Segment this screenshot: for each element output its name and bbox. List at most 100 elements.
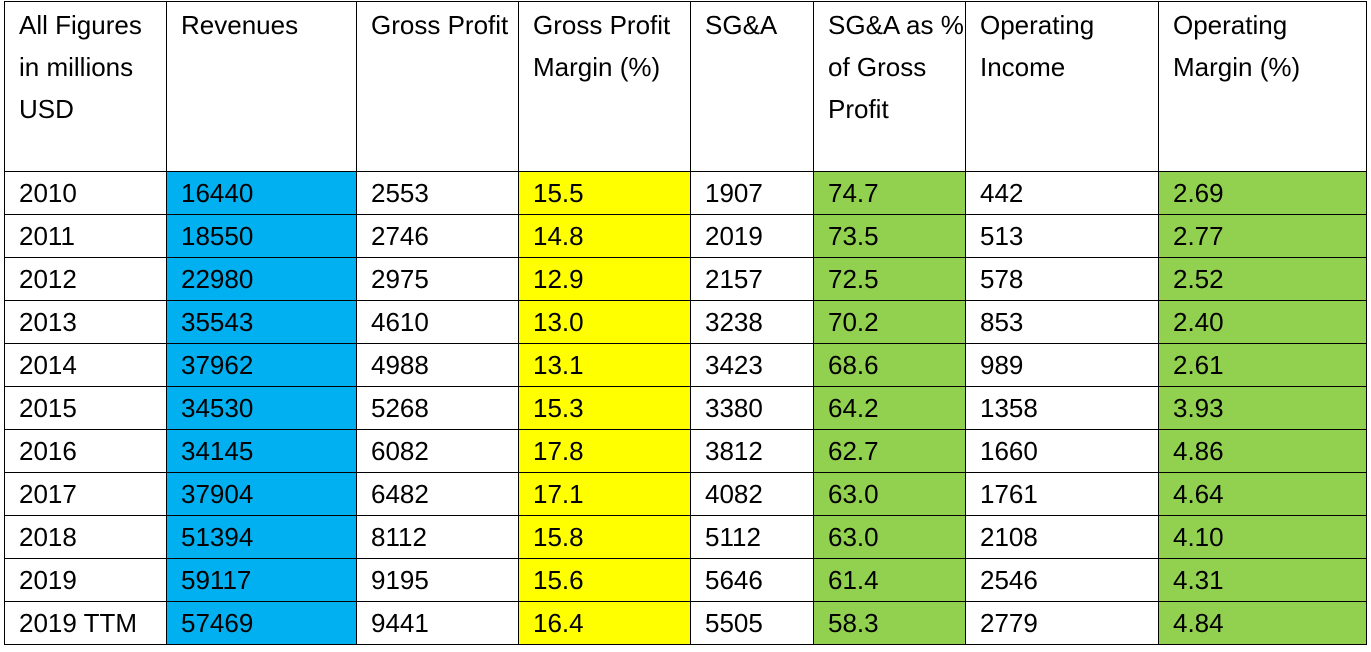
cell-gross-profit: 4610 [356,300,519,344]
cell-sga-pct-gross-profit: 63.0 [813,472,966,516]
cell-operating-margin: 4.84 [1158,601,1367,645]
cell-sga: 2157 [690,257,814,301]
cell-year: 2019 [4,558,167,602]
cell-operating-margin: 4.64 [1158,472,1367,516]
cell-gross-profit: 6482 [356,472,519,516]
cell-operating-income: 1761 [965,472,1159,516]
financial-table-body: All Figures in millions USD Revenues Gro… [4,1,1367,645]
table-row: 2017 37904 6482 17.1 4082 63.0 1761 4.64 [4,472,1367,516]
header-operating-income: Operating Income [965,1,1159,172]
cell-operating-margin: 2.61 [1158,343,1367,387]
cell-gross-profit-margin: 17.8 [518,429,691,473]
cell-sga: 4082 [690,472,814,516]
cell-sga-pct-gross-profit: 63.0 [813,515,966,559]
cell-sga: 2019 [690,214,814,258]
cell-revenues: 51394 [166,515,357,559]
cell-year: 2012 [4,257,167,301]
cell-revenues: 35543 [166,300,357,344]
table-row: 2012 22980 2975 12.9 2157 72.5 578 2.52 [4,257,1367,301]
cell-gross-profit-margin: 15.5 [518,171,691,215]
cell-operating-income: 578 [965,257,1159,301]
cell-gross-profit-margin: 15.3 [518,386,691,430]
cell-gross-profit: 2553 [356,171,519,215]
cell-sga-pct-gross-profit: 70.2 [813,300,966,344]
cell-sga: 3812 [690,429,814,473]
header-units: All Figures in millions USD [4,1,167,172]
cell-gross-profit-margin: 17.1 [518,472,691,516]
cell-year: 2010 [4,171,167,215]
cell-operating-income: 2108 [965,515,1159,559]
table-row: 2014 37962 4988 13.1 3423 68.6 989 2.61 [4,343,1367,387]
cell-operating-margin: 2.69 [1158,171,1367,215]
table-row: 2013 35543 4610 13.0 3238 70.2 853 2.40 [4,300,1367,344]
cell-gross-profit-margin: 14.8 [518,214,691,258]
cell-gross-profit: 8112 [356,515,519,559]
cell-sga-pct-gross-profit: 64.2 [813,386,966,430]
cell-operating-income: 513 [965,214,1159,258]
cell-revenues: 16440 [166,171,357,215]
cell-revenues: 34145 [166,429,357,473]
table-row: 2019 59117 9195 15.6 5646 61.4 2546 4.31 [4,558,1367,602]
cell-year: 2011 [4,214,167,258]
cell-operating-income: 1358 [965,386,1159,430]
cell-operating-income: 2546 [965,558,1159,602]
cell-operating-income: 2779 [965,601,1159,645]
cell-operating-margin: 2.40 [1158,300,1367,344]
cell-operating-margin: 2.77 [1158,214,1367,258]
table-row: 2011 18550 2746 14.8 2019 73.5 513 2.77 [4,214,1367,258]
cell-year: 2016 [4,429,167,473]
table-header-row: All Figures in millions USD Revenues Gro… [4,1,1367,172]
header-gross-profit: Gross Profit [356,1,519,172]
cell-sga-pct-gross-profit: 74.7 [813,171,966,215]
header-sga-pct-gross-profit: SG&A as % of Gross Profit [813,1,966,172]
header-operating-margin: Operating Margin (%) [1158,1,1367,172]
cell-sga: 3423 [690,343,814,387]
table-row: 2015 34530 5268 15.3 3380 64.2 1358 3.93 [4,386,1367,430]
cell-gross-profit-margin: 13.1 [518,343,691,387]
cell-sga-pct-gross-profit: 68.6 [813,343,966,387]
cell-gross-profit: 6082 [356,429,519,473]
cell-operating-income: 1660 [965,429,1159,473]
cell-operating-income: 442 [965,171,1159,215]
cell-gross-profit: 2746 [356,214,519,258]
cell-year: 2014 [4,343,167,387]
cell-year: 2013 [4,300,167,344]
cell-year: 2019 TTM [4,601,167,645]
cell-sga: 5646 [690,558,814,602]
cell-gross-profit: 4988 [356,343,519,387]
cell-operating-income: 853 [965,300,1159,344]
cell-sga-pct-gross-profit: 61.4 [813,558,966,602]
cell-gross-profit-margin: 13.0 [518,300,691,344]
cell-gross-profit-margin: 15.6 [518,558,691,602]
cell-sga: 5505 [690,601,814,645]
cell-gross-profit-margin: 16.4 [518,601,691,645]
cell-gross-profit: 9441 [356,601,519,645]
cell-sga: 3238 [690,300,814,344]
cell-sga: 1907 [690,171,814,215]
cell-operating-margin: 4.10 [1158,515,1367,559]
cell-gross-profit: 9195 [356,558,519,602]
cell-gross-profit-margin: 12.9 [518,257,691,301]
cell-operating-margin: 4.86 [1158,429,1367,473]
table-row: 2018 51394 8112 15.8 5112 63.0 2108 4.10 [4,515,1367,559]
cell-sga-pct-gross-profit: 62.7 [813,429,966,473]
table-row: 2016 34145 6082 17.8 3812 62.7 1660 4.86 [4,429,1367,473]
cell-operating-margin: 2.52 [1158,257,1367,301]
cell-revenues: 37904 [166,472,357,516]
cell-sga-pct-gross-profit: 73.5 [813,214,966,258]
cell-sga: 3380 [690,386,814,430]
cell-revenues: 34530 [166,386,357,430]
financial-table: All Figures in millions USD Revenues Gro… [4,1,1367,645]
cell-gross-profit: 5268 [356,386,519,430]
cell-gross-profit: 2975 [356,257,519,301]
cell-revenues: 59117 [166,558,357,602]
cell-revenues: 18550 [166,214,357,258]
cell-year: 2015 [4,386,167,430]
cell-sga-pct-gross-profit: 72.5 [813,257,966,301]
table-row: 2019 TTM 57469 9441 16.4 5505 58.3 2779 4.84 [4,601,1367,645]
cell-gross-profit-margin: 15.8 [518,515,691,559]
header-sga: SG&A [690,1,814,172]
cell-year: 2018 [4,515,167,559]
cell-sga: 5112 [690,515,814,559]
cell-revenues: 57469 [166,601,357,645]
